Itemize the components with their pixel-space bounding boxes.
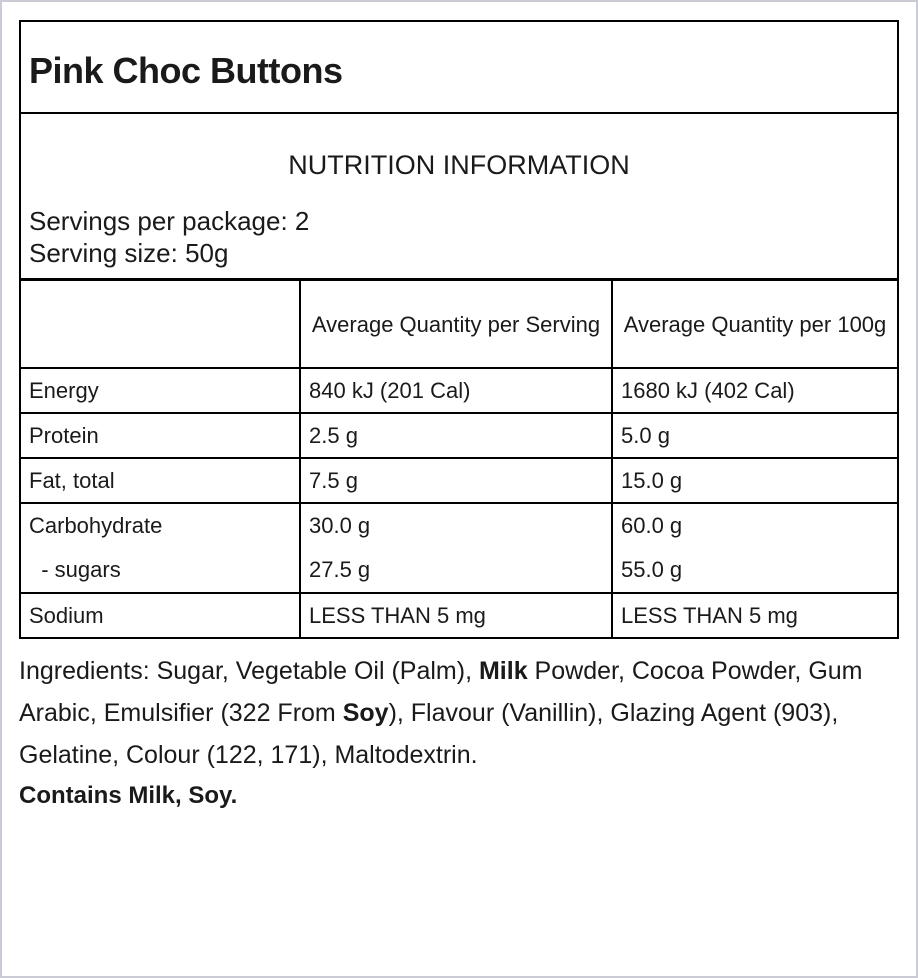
- table-row: Carbohydrate - sugars 30.0 g 27.5 g 60.0 …: [19, 502, 899, 594]
- per-100g-value: 1680 kJ (402 Cal): [611, 367, 899, 414]
- ingredients-part: ), Flavour (Vanillin), Glazing Agent (90…: [19, 699, 839, 769]
- table-row: Protein 2.5 g 5.0 g: [19, 412, 899, 459]
- per-serving-value: LESS THAN 5 mg: [299, 592, 613, 639]
- sugars-value: 27.5 g: [309, 557, 371, 582]
- column-header-per-100g: Average Quantity per 100g: [611, 279, 899, 369]
- ingredients-part: Powder, Cocoa Powder, Gum Arabic, Emulsi…: [19, 657, 863, 727]
- nutrient-name: Protein: [19, 412, 301, 459]
- table-row: Energy 840 kJ (201 Cal) 1680 kJ (402 Cal…: [19, 367, 899, 414]
- title-box: Pink Choc Buttons: [19, 20, 899, 114]
- table-row: Sodium LESS THAN 5 mg LESS THAN 5 mg: [19, 592, 899, 639]
- sugars-label: - sugars: [29, 557, 121, 582]
- product-title: Pink Choc Buttons: [29, 50, 343, 91]
- table-row: Fat, total 7.5 g 15.0 g: [19, 457, 899, 504]
- per-serving-value: 7.5 g: [299, 457, 613, 504]
- nutrition-heading: NUTRITION INFORMATION: [288, 150, 630, 180]
- nutrient-name: Fat, total: [19, 457, 301, 504]
- nutrient-name: Sodium: [19, 592, 301, 639]
- per-serving-value: 30.0 g 27.5 g: [299, 502, 613, 594]
- per-serving-value: 2.5 g: [299, 412, 613, 459]
- carbohydrate-value: 60.0 g: [621, 513, 683, 538]
- nutrient-name: Energy: [19, 367, 301, 414]
- table-header-row: Average Quantity per Serving Average Qua…: [19, 279, 899, 369]
- servings-per-package: Servings per package: 2: [29, 206, 310, 236]
- allergen-milk: Milk: [478, 657, 528, 685]
- ingredients-text: Ingredients: Sugar, Vegetable Oil (Palm)…: [19, 650, 904, 776]
- ingredients-part: Ingredients: Sugar, Vegetable Oil (Palm)…: [19, 657, 479, 685]
- sugars-value: 55.0 g: [621, 557, 683, 582]
- per-100g-value: 60.0 g 55.0 g: [611, 502, 899, 594]
- carbohydrate-value: 30.0 g: [309, 513, 371, 538]
- carbohydrate-label: Carbohydrate: [29, 513, 163, 538]
- per-serving-value: 840 kJ (201 Cal): [299, 367, 613, 414]
- nutrient-name: Carbohydrate - sugars: [19, 502, 301, 594]
- per-100g-value: 15.0 g: [611, 457, 899, 504]
- allergen-statement: Contains Milk, Soy.: [19, 782, 238, 809]
- column-header: [19, 279, 301, 369]
- allergen-soy: Soy: [342, 699, 389, 727]
- per-100g-value: 5.0 g: [611, 412, 899, 459]
- nutrition-table: Average Quantity per Serving Average Qua…: [19, 279, 899, 639]
- per-100g-value: LESS THAN 5 mg: [611, 592, 899, 639]
- serving-size: Serving size: 50g: [29, 238, 229, 268]
- column-header-per-serving: Average Quantity per Serving: [299, 279, 613, 369]
- nutrition-info-box: NUTRITION INFORMATION Servings per packa…: [19, 112, 899, 280]
